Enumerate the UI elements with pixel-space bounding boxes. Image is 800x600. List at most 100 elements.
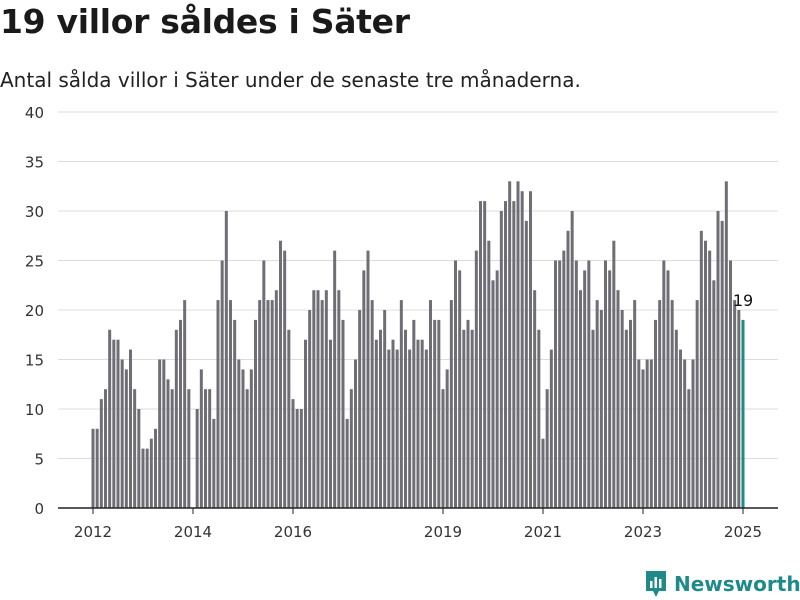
- bar: [474, 250, 478, 508]
- bar: [429, 300, 432, 508]
- bar: [562, 250, 566, 508]
- bar: [95, 428, 99, 508]
- bar: [208, 389, 212, 508]
- bar: [304, 339, 307, 508]
- bar: [145, 448, 149, 508]
- bar: [237, 359, 241, 508]
- bar: [487, 240, 491, 508]
- bar: [612, 240, 616, 508]
- bar: [695, 300, 699, 508]
- bar: [595, 300, 599, 508]
- x-tick-label: 2025: [724, 523, 762, 541]
- bar: [374, 339, 378, 508]
- bar: [712, 280, 716, 508]
- y-tick-label: 25: [25, 253, 44, 271]
- bar: [633, 300, 637, 508]
- bar: [654, 319, 657, 508]
- y-tick-label: 20: [25, 302, 44, 320]
- bar: [649, 359, 653, 508]
- bar: [345, 418, 349, 508]
- bar: [591, 329, 595, 508]
- bar: [324, 290, 328, 508]
- bar: [204, 389, 207, 508]
- bar: [683, 359, 687, 508]
- bar: [258, 300, 262, 508]
- x-tick-label: 2012: [74, 523, 112, 541]
- bar: [416, 339, 420, 508]
- y-tick-label: 35: [25, 154, 44, 172]
- bar: [491, 280, 495, 508]
- newsworthy-logo-icon: [646, 571, 666, 597]
- bar: [391, 339, 395, 508]
- bar: [216, 300, 220, 508]
- bar: [483, 201, 487, 508]
- bar: [549, 349, 553, 508]
- y-tick-label: 40: [25, 104, 44, 122]
- bar: [699, 230, 703, 509]
- bar: [674, 329, 678, 508]
- bar: [616, 290, 620, 508]
- bar: [524, 220, 528, 508]
- bar: [737, 310, 741, 508]
- bars: [91, 181, 745, 509]
- bar: [662, 260, 666, 508]
- bar: [724, 181, 728, 509]
- bar: [337, 290, 341, 508]
- bar: [329, 339, 332, 508]
- bar: [149, 438, 153, 508]
- bar: [137, 409, 141, 508]
- bar: [99, 399, 103, 508]
- bar: [133, 389, 137, 508]
- bar: [504, 201, 507, 508]
- bar: [104, 389, 107, 508]
- bar: [512, 201, 516, 508]
- bar: [158, 359, 162, 508]
- bar: [112, 339, 116, 508]
- y-tick-label: 10: [25, 401, 44, 419]
- y-axis-ticks: 0 5 10 15 20 25 30 35 40: [25, 104, 44, 518]
- bar: [529, 191, 532, 508]
- bar: [295, 409, 299, 508]
- bar: [720, 220, 724, 508]
- bar: [254, 319, 257, 508]
- bar: [449, 300, 453, 508]
- bar: [299, 409, 303, 508]
- bar: [362, 270, 366, 508]
- bar: [312, 290, 316, 508]
- bar: [470, 329, 474, 508]
- bar: [574, 260, 578, 508]
- bar: [399, 300, 403, 508]
- x-tick-label: 2019: [424, 523, 462, 541]
- bar: [629, 319, 632, 508]
- y-tick-label: 15: [25, 352, 44, 370]
- last-value-label: 19: [733, 291, 753, 310]
- bar: [462, 329, 466, 508]
- bar: [379, 329, 382, 508]
- bar: [566, 230, 570, 509]
- bar: [604, 260, 607, 508]
- bar: [395, 349, 399, 508]
- bar: [533, 290, 537, 508]
- bar: [199, 369, 203, 508]
- bar: [691, 359, 695, 508]
- bar: [179, 319, 182, 508]
- bar: [279, 240, 282, 508]
- brand: Newsworthy: [644, 568, 800, 600]
- bar: [437, 319, 441, 508]
- x-tick-label: 2021: [524, 523, 562, 541]
- brand-name: Newsworthy: [674, 572, 800, 596]
- bar: [233, 319, 237, 508]
- bar: [387, 349, 391, 508]
- bar: [333, 250, 337, 508]
- bar: [241, 369, 245, 508]
- bar: [579, 290, 582, 508]
- bar: [116, 339, 120, 508]
- bar: [495, 270, 499, 508]
- bar: [704, 240, 707, 508]
- bar: [670, 300, 674, 508]
- bar: [608, 270, 612, 508]
- bar: [220, 260, 224, 508]
- bar: [741, 319, 745, 508]
- bar: [120, 359, 124, 508]
- bar: [266, 300, 270, 508]
